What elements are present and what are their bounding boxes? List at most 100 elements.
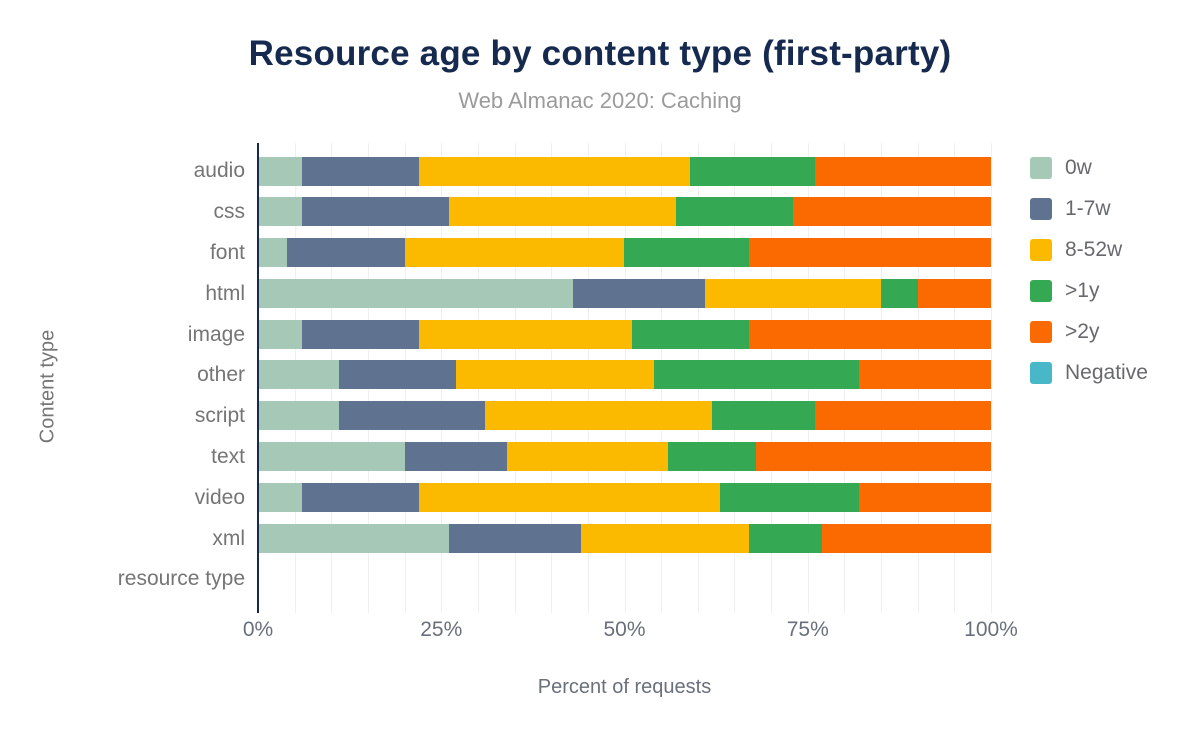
- bar-segment-1y[interactable]: [631, 319, 750, 349]
- bar-segment-2y[interactable]: [749, 319, 991, 349]
- legend: 0w 1-7w 8-52w >1y >2y Negative: [1030, 147, 1148, 393]
- legend-label: 8-52w: [1065, 237, 1123, 261]
- bar-segment-0w[interactable]: [258, 278, 574, 308]
- bar-segment-8-52w[interactable]: [705, 278, 882, 308]
- legend-label: >2y: [1065, 319, 1100, 343]
- bar-row-audio: [258, 151, 991, 192]
- bar-rows: [258, 151, 991, 600]
- bar-segment-1y[interactable]: [749, 523, 823, 553]
- bar-segment-2y[interactable]: [917, 278, 991, 308]
- bar-segment-1-7w[interactable]: [573, 278, 706, 308]
- bar-track: [258, 523, 991, 553]
- legend-item-2y[interactable]: >2y: [1030, 311, 1148, 352]
- bar-segment-1-7w[interactable]: [404, 442, 508, 472]
- bar-segment-8-52w[interactable]: [580, 523, 750, 553]
- bar-segment-1-7w[interactable]: [301, 482, 420, 512]
- legend-label: 0w: [1065, 155, 1092, 179]
- x-tick-label-25: 25%: [420, 618, 463, 641]
- bar-segment-1y[interactable]: [668, 442, 757, 472]
- bar-segment-2y[interactable]: [756, 442, 991, 472]
- bar-row-video: [258, 477, 991, 518]
- bar-segment-0w[interactable]: [258, 523, 449, 553]
- y-axis-label-css: css: [213, 200, 246, 224]
- bar-segment-1y[interactable]: [712, 401, 816, 431]
- x-tick-label-50: 50%: [603, 618, 646, 641]
- bar-segment-8-52w[interactable]: [455, 360, 654, 390]
- bar-segment-1-7w[interactable]: [301, 197, 449, 227]
- bar-segment-0w[interactable]: [258, 319, 302, 349]
- bar-row-font: [258, 233, 991, 274]
- bar-segment-8-52w[interactable]: [404, 238, 625, 268]
- plot-area: [257, 143, 992, 613]
- bar-segment-1y[interactable]: [624, 238, 750, 268]
- bar-segment-8-52w[interactable]: [419, 319, 632, 349]
- bar-segment-1-7w[interactable]: [448, 523, 581, 553]
- bar-segment-2y[interactable]: [859, 482, 991, 512]
- bar-segment-0w[interactable]: [258, 360, 339, 390]
- bar-segment-1y[interactable]: [675, 197, 794, 227]
- bar-segment-1-7w[interactable]: [338, 401, 486, 431]
- bar-row-text: [258, 437, 991, 478]
- bar-segment-1-7w[interactable]: [287, 238, 405, 268]
- bar-track: [258, 482, 991, 512]
- bar-segment-8-52w[interactable]: [507, 442, 669, 472]
- bar-segment-0w[interactable]: [258, 482, 302, 512]
- bar-segment-2y[interactable]: [815, 156, 991, 186]
- legend-item-0w[interactable]: 0w: [1030, 147, 1148, 188]
- bar-segment-8-52w[interactable]: [419, 482, 720, 512]
- bar-track: [258, 442, 991, 472]
- y-axis-label-other: other: [197, 363, 245, 387]
- chart-subtitle: Web Almanac 2020: Caching: [458, 88, 742, 113]
- legend-swatch-icon: [1030, 320, 1052, 343]
- bar-segment-1y[interactable]: [690, 156, 816, 186]
- y-axis-label-video: video: [194, 485, 245, 509]
- legend-swatch-icon: [1030, 197, 1052, 220]
- bar-segment-0w[interactable]: [258, 238, 288, 268]
- legend-item-Negative[interactable]: Negative: [1030, 352, 1148, 393]
- legend-item-1-7w[interactable]: 1-7w: [1030, 188, 1148, 229]
- y-axis-label-html: html: [205, 281, 245, 305]
- legend-label: 1-7w: [1065, 196, 1111, 220]
- legend-swatch-icon: [1030, 361, 1052, 384]
- bar-track: [258, 401, 991, 431]
- chart-title: Resource age by content type (first-part…: [248, 34, 952, 73]
- bar-segment-0w[interactable]: [258, 197, 302, 227]
- legend-item-8-52w[interactable]: 8-52w: [1030, 229, 1148, 270]
- y-axis-label-script: script: [194, 404, 245, 428]
- bar-segment-1y[interactable]: [881, 278, 918, 308]
- gridline: [991, 143, 992, 613]
- bar-segment-2y[interactable]: [822, 523, 991, 553]
- bar-segment-8-52w[interactable]: [448, 197, 676, 227]
- legend-item-1y[interactable]: >1y: [1030, 270, 1148, 311]
- bar-row-css: [258, 192, 991, 233]
- bar-segment-2y[interactable]: [793, 197, 991, 227]
- bar-row-html: [258, 273, 991, 314]
- x-tick-label-75: 75%: [786, 618, 829, 641]
- bar-segment-1-7w[interactable]: [301, 319, 420, 349]
- y-axis-label-xml: xml: [212, 526, 245, 550]
- y-axis-label-audio: audio: [193, 159, 245, 183]
- bar-segment-8-52w[interactable]: [485, 401, 713, 431]
- bar-segment-0w[interactable]: [258, 442, 405, 472]
- x-axis-title: Percent of requests: [537, 676, 712, 698]
- y-axis-labels: audio css font html image other script text vide…: [60, 151, 245, 600]
- bar-row-image: [258, 314, 991, 355]
- bar-segment-1y[interactable]: [653, 360, 860, 390]
- bar-row-other: [258, 355, 991, 396]
- bar-track: [258, 156, 991, 186]
- bar-segment-2y[interactable]: [859, 360, 991, 390]
- bar-segment-8-52w[interactable]: [419, 156, 691, 186]
- legend-label: Negative: [1065, 360, 1148, 384]
- bar-segment-0w[interactable]: [258, 156, 302, 186]
- bar-track: [258, 238, 991, 268]
- bar-segment-1-7w[interactable]: [301, 156, 420, 186]
- legend-swatch-icon: [1030, 156, 1052, 179]
- bar-segment-0w[interactable]: [258, 401, 339, 431]
- bar-segment-2y[interactable]: [749, 238, 991, 268]
- bar-track: [258, 278, 991, 308]
- bar-segment-1y[interactable]: [719, 482, 860, 512]
- y-axis-label-resource-type: resource type: [117, 567, 245, 591]
- bar-segment-2y[interactable]: [815, 401, 991, 431]
- bar-segment-1-7w[interactable]: [338, 360, 456, 390]
